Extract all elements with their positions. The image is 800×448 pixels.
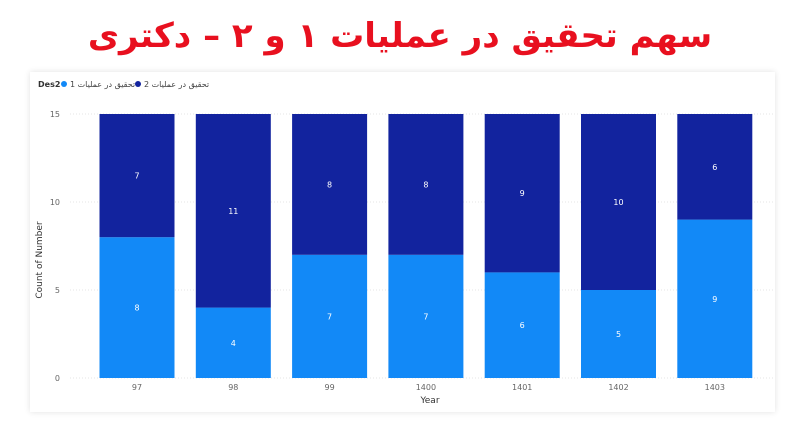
y-axis-ticks: 0 5 10 15 — [50, 110, 60, 383]
y-tick-label: 15 — [50, 110, 60, 119]
data-label: 4 — [231, 339, 236, 348]
bar-series-1 — [292, 254, 368, 378]
legend-marker-series-2 — [135, 81, 141, 87]
legend-marker-series-1 — [61, 81, 67, 87]
bar-series-2 — [195, 114, 271, 308]
chart-panel: Des2 تحقیق در عملیات 1 تحقیق در عملیات 2… — [30, 72, 775, 412]
data-label: 8 — [423, 180, 428, 189]
legend-label-series-1: تحقیق در عملیات 1 — [70, 80, 135, 89]
bar-series-1 — [388, 254, 464, 378]
y-tick-label: 0 — [55, 374, 60, 383]
x-tick-label: 99 — [325, 383, 335, 392]
y-tick-label: 10 — [50, 198, 60, 207]
y-tick-label: 5 — [55, 286, 60, 295]
bar-series-1 — [195, 307, 271, 378]
data-label: 5 — [616, 330, 621, 339]
data-label: 10 — [613, 198, 623, 207]
bar-series-2 — [677, 114, 753, 220]
legend-label-series-2: تحقیق در عملیات 2 — [144, 80, 209, 89]
bar-series-2 — [581, 114, 656, 290]
gridlines — [70, 113, 775, 379]
data-label: 7 — [423, 312, 428, 321]
y-axis-title: Count of Number — [35, 221, 45, 299]
data-label: 11 — [228, 207, 238, 216]
data-label: 8 — [327, 180, 332, 189]
data-label: 7 — [327, 312, 332, 321]
data-label: 9 — [712, 295, 717, 304]
chart-title: سهم تحقیق در عملیات ۱ و ۲ – دکتری — [87, 16, 713, 56]
x-tick-label: 1401 — [512, 383, 532, 392]
legend-title: Des2 — [38, 80, 60, 89]
bar-series-1 — [677, 219, 753, 378]
x-axis-title: Year — [419, 396, 439, 406]
bars: 8 7 4 11 7 8 7 8 6 9 5 10 9 6 — [99, 114, 753, 378]
data-label: 8 — [134, 304, 139, 313]
legend: Des2 تحقیق در عملیات 1 تحقیق در عملیات 2 — [38, 80, 209, 89]
bar-series-2 — [388, 114, 464, 255]
data-label: 9 — [520, 189, 525, 198]
x-tick-label: 1400 — [416, 383, 436, 392]
bar-series-1 — [484, 272, 560, 378]
x-tick-label: 1403 — [705, 383, 725, 392]
data-label: 6 — [520, 321, 525, 330]
x-tick-label: 98 — [228, 383, 238, 392]
data-label: 7 — [134, 172, 139, 181]
x-tick-label: 97 — [132, 383, 142, 392]
bar-series-1 — [99, 237, 175, 378]
bar-series-1 — [581, 290, 656, 378]
x-tick-label: 1402 — [608, 383, 628, 392]
bar-series-2 — [99, 114, 175, 238]
bar-series-2 — [484, 114, 560, 273]
bar-series-2 — [292, 114, 368, 255]
data-label: 6 — [712, 163, 717, 172]
stacked-bar-chart: Des2 تحقیق در عملیات 1 تحقیق در عملیات 2… — [35, 80, 775, 406]
x-axis-ticks: 97 98 99 1400 1401 1402 1403 — [132, 383, 725, 392]
